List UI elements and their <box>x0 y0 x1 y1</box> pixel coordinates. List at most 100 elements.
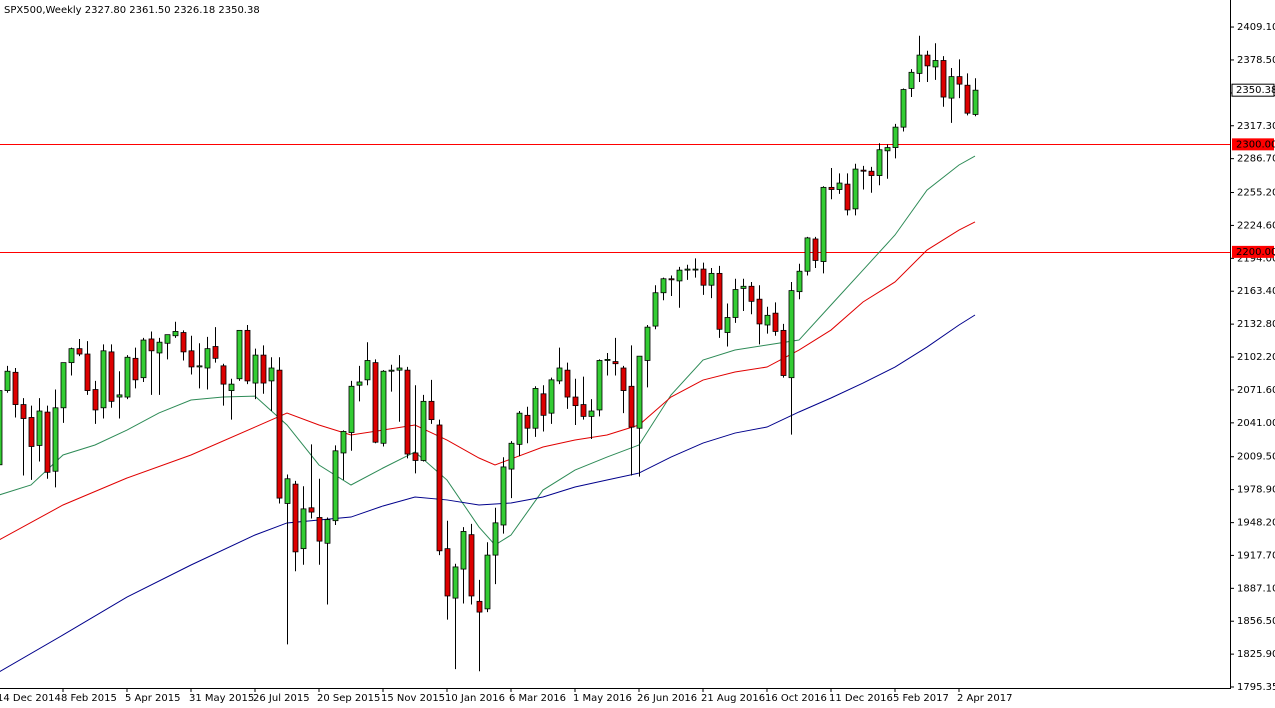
candle-body <box>660 278 667 294</box>
candle-body <box>444 548 451 597</box>
candle-body <box>380 370 387 444</box>
y-tick-label: 2102.20 <box>1237 352 1275 363</box>
candle-body <box>156 341 163 354</box>
x-tick-label: 26 Jun 2016 <box>637 693 697 704</box>
candle-body <box>244 329 251 382</box>
candle-body <box>580 404 587 417</box>
candle-body <box>884 147 891 152</box>
candle-body <box>212 346 219 359</box>
horizontal-line-label: 2300.00 <box>1236 139 1275 150</box>
candle-body <box>844 183 851 211</box>
candle-body <box>652 292 659 327</box>
candle-body <box>28 417 35 447</box>
candle-body <box>836 182 843 190</box>
candle-body <box>284 478 291 504</box>
candle-body <box>388 369 395 372</box>
candle-body <box>708 272 715 286</box>
candle-body <box>340 431 347 454</box>
candle-body <box>316 517 323 542</box>
candle-body <box>484 554 491 610</box>
candle-body <box>148 338 155 352</box>
y-tick-label: 2071.60 <box>1237 385 1275 396</box>
candle-body <box>636 355 643 429</box>
x-tick-label: 10 Jan 2016 <box>445 693 505 704</box>
y-tick-label: 2378.50 <box>1237 55 1275 66</box>
candle-body <box>276 369 283 499</box>
candle-body <box>852 168 859 210</box>
candle-body <box>724 317 731 333</box>
candle-body <box>668 278 675 281</box>
candle-body <box>908 71 915 89</box>
candle-body <box>588 410 595 417</box>
candle-body <box>540 393 547 416</box>
x-tick-label: 11 Dec 2016 <box>829 693 893 704</box>
candle-body <box>812 238 819 261</box>
candle-body <box>604 359 611 361</box>
candle-body <box>956 76 963 85</box>
candle-body <box>756 298 763 325</box>
candle-body <box>700 268 707 286</box>
candle-body <box>372 362 379 443</box>
y-tick-label: 1856.50 <box>1237 616 1275 627</box>
candle-body <box>204 348 211 369</box>
candle-body <box>76 348 83 355</box>
last-price-label: 2350.38 <box>1236 85 1275 96</box>
candle-body <box>100 350 107 409</box>
x-tick-label: 5 Apr 2015 <box>125 693 180 704</box>
y-tick-label: 2255.20 <box>1237 188 1275 199</box>
moving-average <box>0 314 976 672</box>
candle-body <box>516 412 523 445</box>
y-tick-label: 1887.10 <box>1237 583 1275 594</box>
candle-body <box>268 367 275 382</box>
y-tick-label: 1917.70 <box>1237 550 1275 561</box>
x-tick-label: 26 Jul 2015 <box>253 693 310 704</box>
candle-body <box>164 334 171 344</box>
candle-body <box>396 367 403 371</box>
candle-body <box>780 329 787 376</box>
candle-body <box>300 508 307 550</box>
candle-body <box>868 170 875 176</box>
candle-body <box>740 285 747 289</box>
y-tick-label: 2286.70 <box>1237 154 1275 165</box>
candle-body <box>124 356 131 398</box>
candle-body <box>476 600 483 613</box>
horizontal-line-tag <box>1232 138 1274 151</box>
candle-body <box>44 411 51 473</box>
candle-body <box>964 84 971 114</box>
y-tick-label: 1795.35 <box>1237 682 1275 693</box>
candle-body <box>348 385 355 433</box>
candle-body <box>828 186 835 190</box>
candle-body <box>236 329 243 380</box>
candle-body <box>620 367 627 391</box>
y-tick-label: 1825.90 <box>1237 649 1275 660</box>
candle-body <box>716 272 723 330</box>
candle-body <box>332 450 339 522</box>
candle-body <box>460 531 467 570</box>
candle-body <box>428 400 435 421</box>
candle-body <box>788 290 795 379</box>
candle-body <box>932 60 939 68</box>
x-tick-label: 8 Feb 2015 <box>61 693 117 704</box>
x-tick-label: 31 May 2015 <box>189 693 254 704</box>
candle-body <box>916 54 923 74</box>
y-tick-label: 2194.00 <box>1237 253 1275 264</box>
y-tick-label: 2224.60 <box>1237 220 1275 231</box>
horizontal-line-tag <box>1232 245 1274 258</box>
candle-body <box>220 365 227 385</box>
chart-title: SPX500,Weekly 2327.80 2361.50 2326.18 23… <box>4 5 260 16</box>
y-tick-label: 2132.80 <box>1237 319 1275 330</box>
candle-body <box>924 54 931 67</box>
y-tick-label: 1948.20 <box>1237 518 1275 529</box>
candle-body <box>116 394 123 398</box>
x-tick-label: 14 Dec 2014 <box>0 693 61 704</box>
candle-body <box>860 169 867 172</box>
candle-body <box>452 566 459 599</box>
candle-body <box>92 389 99 411</box>
candle-body <box>20 404 27 419</box>
candle-body <box>132 357 139 381</box>
candle-body <box>436 424 443 552</box>
x-tick-label: 21 Aug 2016 <box>701 693 765 704</box>
candle-body <box>108 351 115 402</box>
